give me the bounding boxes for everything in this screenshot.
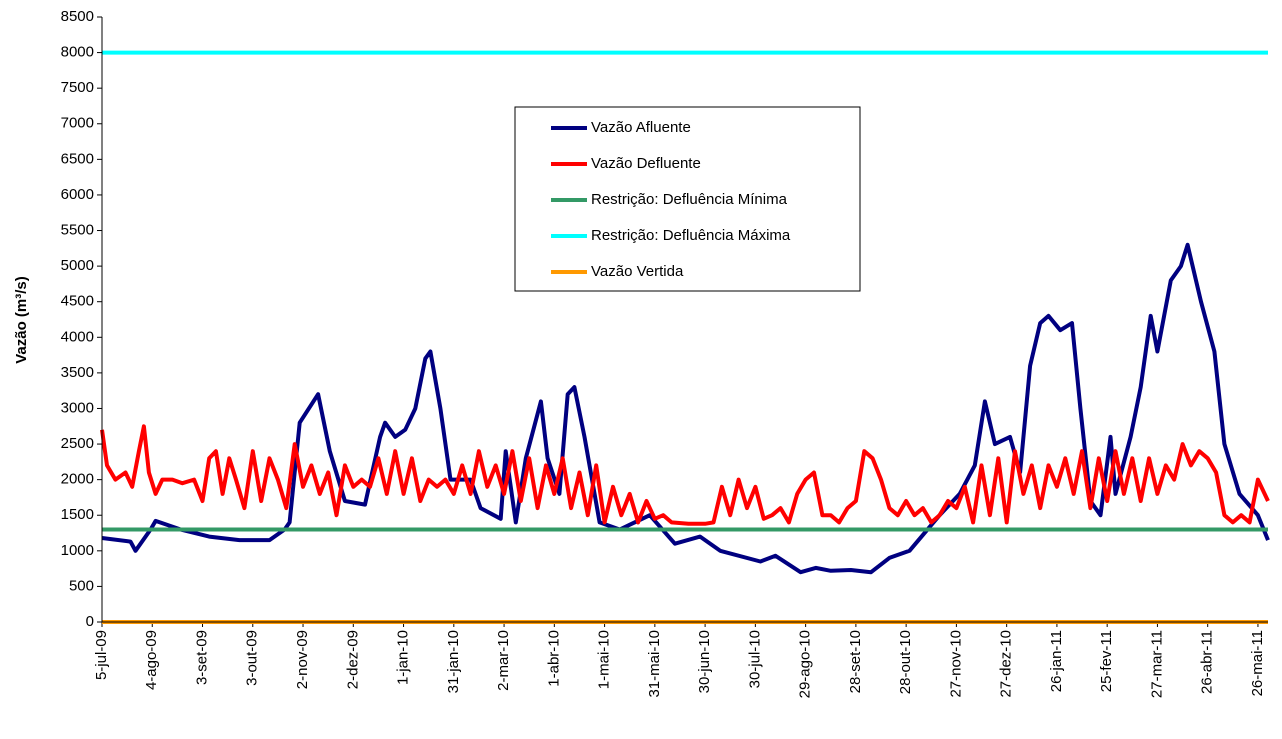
x-tick-label: 28-set-10 <box>847 630 864 693</box>
x-tick-label: 2-nov-09 <box>294 630 311 689</box>
y-tick-label: 1500 <box>61 506 94 523</box>
x-tick-label: 1-mai-10 <box>596 630 613 689</box>
x-tick-label: 27-mar-11 <box>1148 630 1165 698</box>
y-tick-label: 2000 <box>61 471 94 488</box>
y-tick-label: 5000 <box>61 257 94 274</box>
y-tick-label: 6500 <box>61 150 94 167</box>
x-tick-label: 30-jul-10 <box>746 630 763 688</box>
x-tick-label: 5-jul-09 <box>93 630 110 680</box>
x-tick-label: 31-mai-10 <box>646 630 663 698</box>
x-tick-label: 29-ago-10 <box>797 630 814 698</box>
y-tick-label: 5500 <box>61 221 94 238</box>
x-tick-label: 3-set-09 <box>193 630 210 685</box>
y-tick-label: 3500 <box>61 364 94 381</box>
y-tick-label: 500 <box>69 577 94 594</box>
x-tick-label: 26-abr-11 <box>1199 630 1216 694</box>
y-tick-label: 4500 <box>61 293 94 310</box>
x-tick-label: 26-jan-11 <box>1048 630 1065 692</box>
legend-label: Vazão Defluente <box>591 155 701 172</box>
x-tick-label: 1-jan-10 <box>395 630 412 685</box>
y-tick-label: 1000 <box>61 542 94 559</box>
y-tick-label: 0 <box>86 613 94 630</box>
series-line <box>100 424 1270 526</box>
x-tick-label: 3-out-09 <box>244 630 261 686</box>
x-tick-label: 27-nov-10 <box>947 630 964 698</box>
y-tick-label: 6000 <box>61 186 94 203</box>
x-tick-label: 2-dez-09 <box>344 630 361 689</box>
x-tick-label: 28-out-10 <box>897 630 914 694</box>
y-tick-label: 3000 <box>61 399 94 416</box>
x-tick-label: 30-jun-10 <box>696 630 713 693</box>
x-tick-label: 26-mai-11 <box>1249 630 1266 696</box>
legend-label: Restrição: Defluência Mínima <box>591 191 788 208</box>
y-tick-label: 7000 <box>61 115 94 132</box>
y-tick-label: 4000 <box>61 328 94 345</box>
x-tick-label: 27-dez-10 <box>998 630 1015 698</box>
legend-label: Vazão Afluente <box>591 119 691 136</box>
x-tick-label: 4-ago-09 <box>143 630 160 690</box>
x-tick-label: 1-abr-10 <box>545 630 562 687</box>
legend-label: Vazão Vertida <box>591 263 684 280</box>
x-tick-label: 25-fev-11 <box>1098 630 1115 692</box>
legend-label: Restrição: Defluência Máxima <box>591 227 791 244</box>
x-tick-label: 2-mar-10 <box>495 630 512 691</box>
y-tick-label: 2500 <box>61 435 94 452</box>
y-tick-label: 7500 <box>61 79 94 96</box>
x-tick-label: 31-jan-10 <box>445 630 462 693</box>
y-axis-label: Vazão (m³/s) <box>13 276 30 364</box>
y-tick-label: 8000 <box>61 44 94 61</box>
y-tick-label: 8500 <box>61 8 94 25</box>
